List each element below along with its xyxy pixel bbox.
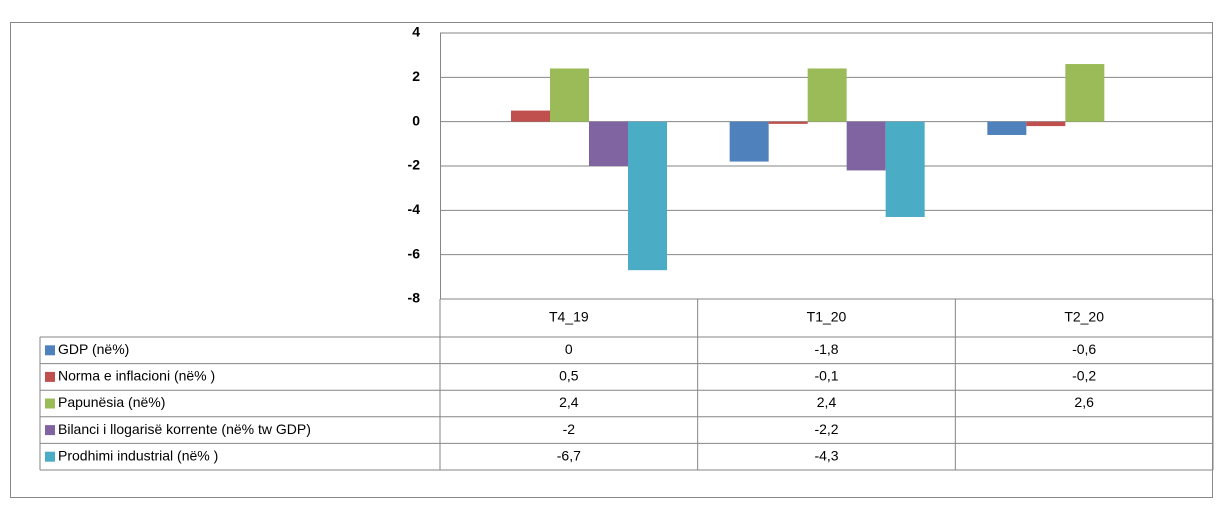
bar xyxy=(628,121,667,271)
x-tick-label: T4_19 xyxy=(549,309,589,325)
data-label: 2,4 xyxy=(817,394,837,410)
y-tick-label: 0 xyxy=(412,112,420,128)
y-tick-label: -4 xyxy=(408,201,421,217)
data-label: -0,6 xyxy=(1072,341,1096,357)
y-tick-label: -2 xyxy=(408,157,421,173)
legend-label: Bilanci i llogarisë korrente (në% tw GDP… xyxy=(58,421,311,437)
legend-key xyxy=(45,398,55,409)
legend-label: GDP (në%) xyxy=(58,341,129,357)
legend-label: Norma e inflacioni (në% ) xyxy=(58,368,215,384)
data-label: 2,4 xyxy=(559,394,579,410)
bar xyxy=(807,68,847,122)
bar xyxy=(729,121,769,162)
bar xyxy=(1026,121,1066,127)
bar xyxy=(550,68,589,122)
data-label: -0,2 xyxy=(1072,368,1096,384)
legend-label: Papunësia (në%) xyxy=(58,394,165,410)
legend-key xyxy=(45,451,55,462)
bar xyxy=(1065,64,1105,122)
legend-key xyxy=(45,345,55,356)
data-label: -4,3 xyxy=(814,447,838,463)
data-label: -0,1 xyxy=(814,368,838,384)
bar xyxy=(885,121,925,217)
data-label: 0 xyxy=(565,341,573,357)
data-label: -2 xyxy=(563,421,576,437)
x-tick-label: T1_20 xyxy=(807,309,847,325)
bar xyxy=(768,121,808,124)
y-tick-label: 2 xyxy=(412,68,420,84)
legend-label: Prodhimi industrial (në% ) xyxy=(58,447,218,463)
legend-key xyxy=(45,371,55,382)
data-label: 0,5 xyxy=(559,368,579,384)
bar xyxy=(511,110,550,122)
legend-key xyxy=(45,425,55,436)
data-label: -6,7 xyxy=(557,447,581,463)
y-tick-label: 4 xyxy=(412,24,420,40)
bar xyxy=(846,121,886,171)
y-tick-label: -6 xyxy=(408,245,421,261)
y-tick-label: -8 xyxy=(408,290,421,306)
chart-border xyxy=(10,22,1213,498)
bar xyxy=(589,121,628,166)
data-label: 2,6 xyxy=(1074,394,1094,410)
x-tick-label: T2_20 xyxy=(1064,309,1104,325)
data-label: -1,8 xyxy=(814,341,838,357)
bar xyxy=(987,121,1027,135)
data-label: -2,2 xyxy=(814,421,838,437)
